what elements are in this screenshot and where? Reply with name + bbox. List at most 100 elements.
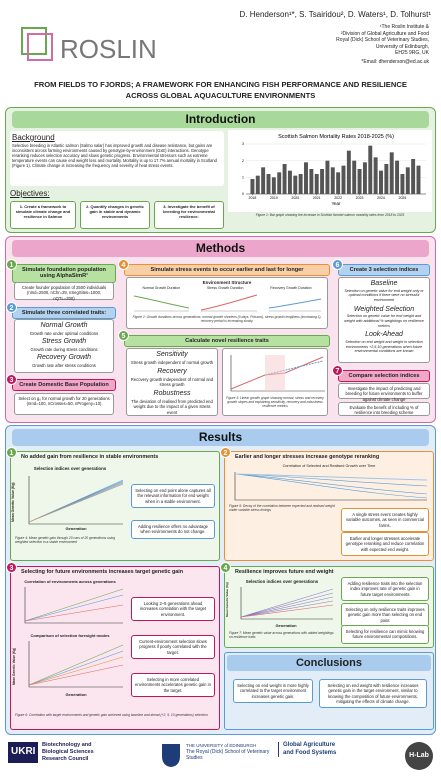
- trait-text: Growth rate during stress conditions: [30, 346, 98, 352]
- trait-text: The deviation of realised from predicted…: [131, 399, 213, 415]
- x-tick-label: 2020: [291, 196, 299, 200]
- traits-panel: Normal Growth Growth rate under optimal c…: [14, 319, 114, 373]
- step-number: 7: [332, 365, 343, 376]
- bar: [250, 179, 255, 194]
- plot-title: Correlation of Selected and Realised Gro…: [282, 464, 376, 468]
- trait-text: Stress growth independent of normal grow…: [130, 359, 214, 365]
- bar: [384, 164, 389, 194]
- result-number: 3: [6, 562, 17, 573]
- title: FROM FIELDS TO FJORDS; A FRAMEWORK FOR E…: [34, 80, 407, 100]
- conclusion: Selecting on end weight with resilience …: [319, 679, 427, 708]
- bar: [379, 170, 383, 194]
- x-label: Generation: [275, 623, 297, 628]
- y-tick-label: 0: [242, 192, 244, 196]
- trait-name: Robustness: [153, 390, 191, 398]
- bar: [346, 150, 351, 194]
- result-box: Looking 2–5 generations ahead increases …: [131, 597, 215, 621]
- result-number: 2: [220, 447, 231, 458]
- result-number: 4: [220, 562, 231, 573]
- bar: [255, 175, 260, 194]
- affiliation: EH25 9RG, UK: [395, 50, 429, 56]
- result-box: Selecting for resilience can mimic knowi…: [341, 625, 429, 644]
- compare-item: Investigate the impact of predicting and…: [338, 383, 430, 402]
- bar: [362, 162, 367, 194]
- background-text: Selective breeding in Atlantic salmon (S…: [12, 143, 217, 169]
- bar: [320, 169, 325, 194]
- result-panel: Resilience improves future end weight Se…: [224, 566, 434, 648]
- x-tick-label: 2023: [356, 196, 364, 200]
- result-box: Earlier and longer stresses accelerate g…: [341, 532, 429, 556]
- bar: [373, 157, 378, 194]
- ukri-logo: UKRI: [8, 742, 39, 763]
- step-number: 5: [118, 330, 129, 341]
- trait-text: Growth rate after stress conditions: [32, 362, 96, 368]
- index-text: Selection on end weight and weight in se…: [345, 340, 423, 354]
- rdsvs: The Royal (Dick) School of Veterinary St…: [186, 748, 270, 761]
- compare-item: Evaluate the benefit of including % of r…: [338, 402, 430, 416]
- result-title: Earlier and longer stresses increase gen…: [235, 454, 380, 460]
- objective: 3. Investigate the benefit of breeding f…: [154, 201, 224, 229]
- result-title: No added gain from resilience in stable …: [21, 454, 159, 460]
- bar: [357, 169, 362, 194]
- result-panel: Selecting for future environments increa…: [10, 566, 220, 730]
- hlab-logo: H-Lab: [405, 742, 433, 770]
- y-tick-label: 3: [242, 142, 244, 146]
- trait-text: Growth rate under optimal conditions: [29, 330, 99, 336]
- step-number: 6: [332, 259, 343, 270]
- trait-name: Recovery: [157, 368, 187, 375]
- background-title: Background: [12, 133, 55, 142]
- background-panel: Background Selective breeding in Atlanti…: [10, 131, 224, 186]
- bar: [352, 160, 357, 194]
- figure-caption: Figure 1: Bar graph showing the increase…: [255, 213, 405, 217]
- figure-caption: Figure 5: Decay of the correlation betwe…: [229, 504, 335, 513]
- step-text: Create founder population of 2500 indivi…: [14, 282, 114, 301]
- y-label: Mean Genetic Value (Kg): [11, 482, 15, 522]
- step-text: Select on g₀ for normal growth for 20 ge…: [14, 393, 114, 415]
- results-heading: Results: [12, 429, 429, 446]
- result-box: Selecting on only resilience traits impr…: [341, 603, 429, 627]
- y-tick-label: 1: [242, 176, 244, 180]
- panel-title: Recovery Growth Duration: [270, 285, 312, 290]
- trait-text: Recovery growth independent of normal an…: [130, 376, 214, 387]
- step-number: 3: [6, 374, 17, 385]
- traits-panel: Sensitivity Stress growth independent of …: [126, 348, 218, 416]
- figure-caption: Figure 4: Mean genetic gain through 20 r…: [15, 536, 116, 545]
- bar: [314, 174, 319, 194]
- result-box: Selecting on end point alone captures al…: [131, 484, 215, 508]
- authors: D. Henderson¹*, S. Tsairidou², D. Waters…: [239, 10, 431, 19]
- index-name: Look-Ahead: [365, 331, 403, 339]
- affiliation: Royal (Dick) School of Veterinary Studie…: [336, 37, 429, 43]
- plot-title: Environment Structure: [202, 280, 252, 285]
- duration-plots: [133, 294, 322, 312]
- objectives-title: Objectives:: [10, 189, 50, 198]
- mortality-chart: Scottish Salmon Mortality Rates 2018-202…: [228, 130, 432, 212]
- bar: [400, 174, 405, 194]
- bar: [266, 174, 271, 194]
- crest: [162, 744, 180, 767]
- bar: [336, 172, 341, 194]
- bar: [304, 162, 308, 194]
- objective: 2. Quantify changes in genetic gain in s…: [80, 201, 150, 229]
- x-axis-label: Year: [331, 201, 341, 206]
- step-title: Calculate novel resilience traits: [124, 335, 330, 348]
- x-tick-label: 2024: [377, 196, 385, 200]
- intro-section: Introduction Background Selective breedi…: [5, 107, 436, 233]
- panel-title: Normal Growth Duration: [142, 285, 181, 290]
- bar: [368, 145, 373, 194]
- index-text: Selection on genetic value for end weigh…: [344, 314, 424, 328]
- bar: [298, 174, 303, 194]
- step-number: 1: [6, 259, 17, 270]
- plot-title: Correlation of environments across gener…: [24, 579, 116, 584]
- email: *Email: dhenderson@ed.ac.uk: [361, 58, 429, 65]
- plot-title: Selection indices over generations: [33, 466, 107, 471]
- result-title: Selecting for future environments increa…: [21, 569, 184, 575]
- step-title: Compare selection indices: [338, 370, 430, 383]
- figure-caption: Figure 6: Correlation with target enviro…: [15, 713, 208, 717]
- bar: [325, 160, 330, 194]
- trait-name: Sensitivity: [156, 351, 188, 358]
- result-panel: No added gain from resilience in stable …: [10, 451, 220, 561]
- figure-caption: Figure 3: Linear growth graph showing no…: [226, 396, 324, 409]
- trait-name: Normal Growth: [40, 322, 88, 329]
- logo-text: ROSLIN: [60, 34, 157, 64]
- result-title: Resilience improves future end weight: [235, 569, 334, 575]
